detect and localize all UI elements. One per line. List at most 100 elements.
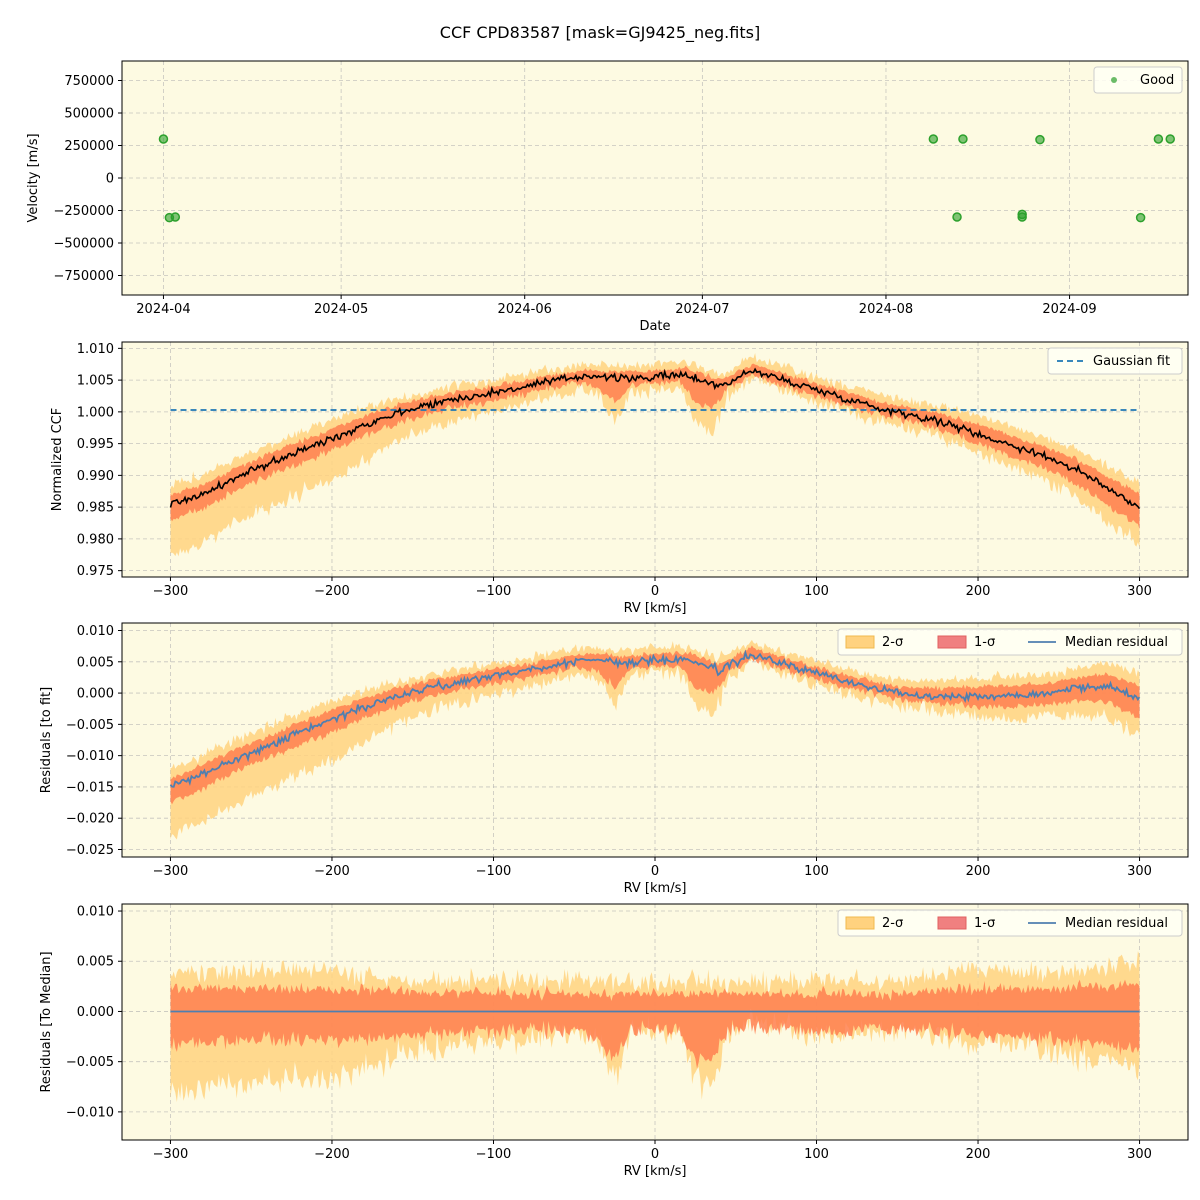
x-tick-label: 0 <box>651 864 659 879</box>
y-tick-label: −0.025 <box>66 843 114 858</box>
one-sigma-band <box>170 979 1140 1069</box>
plot-frame <box>121 60 1189 296</box>
y-axis-label: Residuals [to fit] <box>39 687 54 793</box>
panel-4: −300 −200 −100 0 100 200 300 0.010 0.005 0.000 −0.… <box>39 903 1189 1179</box>
x-tick-label: 300 <box>1127 584 1152 599</box>
y-tick-label: 0.005 <box>77 955 114 970</box>
good-point <box>952 212 962 222</box>
legend-swatch-one-sigma <box>937 635 967 649</box>
legend-label-median: Median residual <box>1065 635 1168 650</box>
y-tick-label: 0.000 <box>77 687 114 702</box>
y-tick-label: 0.995 <box>77 437 114 452</box>
good-point <box>1035 134 1045 145</box>
y-tick-label: 0.000 <box>77 1005 114 1020</box>
y-tick-label: −250000 <box>53 204 114 219</box>
y-tick-label: 1.000 <box>77 405 114 420</box>
y-tick-label: 250000 <box>64 139 114 154</box>
x-tick-label: 100 <box>804 864 829 879</box>
x-tick-label: 0 <box>651 1147 659 1162</box>
legend-swatch-two-sigma <box>845 916 875 930</box>
good-point <box>928 134 939 144</box>
panel-3: −300 −200 −100 0 100 200 300 0.010 0.005 0.000 −0.… <box>39 622 1189 896</box>
legend-box <box>837 909 1183 937</box>
y-tick-label: 750000 <box>64 74 114 89</box>
x-axis-label: Date <box>639 319 670 334</box>
legend-label-good: Good <box>1140 73 1174 88</box>
y-tick-label: 0 <box>106 172 114 187</box>
x-axis-label: RV [km/s] <box>624 881 687 896</box>
median-ccf-line <box>169 367 1141 510</box>
legend-label-one-sigma: 1-σ <box>974 916 995 931</box>
legend-swatch-two-sigma <box>845 635 875 649</box>
x-tick-label: −200 <box>314 864 350 879</box>
x-tick-label: 2024-04 <box>136 302 190 317</box>
good-point <box>158 134 169 144</box>
legend-label-two-sigma: 2-σ <box>882 916 903 931</box>
x-tick-label: 2024-09 <box>1042 302 1096 317</box>
one-sigma-band <box>170 645 1140 805</box>
legend-swatch-one-sigma <box>937 916 967 930</box>
x-tick-label: −100 <box>476 1147 512 1162</box>
y-tick-label: 500000 <box>64 107 114 122</box>
x-tick-label: 100 <box>804 1147 829 1162</box>
good-point <box>958 134 968 144</box>
y-axis-label: Residuals [To Median] <box>39 951 54 1092</box>
legend-box <box>837 628 1183 656</box>
x-axis-label: RV [km/s] <box>624 601 687 616</box>
legend-box <box>1047 347 1183 375</box>
legend: Gaussian fit <box>1047 347 1183 375</box>
y-tick-label: −500000 <box>53 237 114 252</box>
legend-marker-good <box>1111 77 1117 83</box>
x-tick-label: 2024-06 <box>498 302 552 317</box>
x-tick-label: 300 <box>1127 864 1152 879</box>
y-tick-label: 1.005 <box>77 374 114 389</box>
x-tick-label: −100 <box>476 584 512 599</box>
y-tick-label: 0.975 <box>77 564 114 579</box>
panel-1: 2024-04 2024-05 2024-06 2024-07 2024-08 2024-… <box>26 60 1189 334</box>
legend: 2-σ 1-σ Median residual <box>837 909 1183 937</box>
legend-label-one-sigma: 1-σ <box>974 635 995 650</box>
plot-frame <box>121 341 1189 578</box>
y-tick-label: −0.005 <box>66 1055 114 1070</box>
x-tick-label: 2024-05 <box>314 302 368 317</box>
panel-2: −300 −200 −100 0 100 200 300 0.975 0.980 0.985 0.9… <box>50 341 1189 616</box>
legend-label-fit: Gaussian fit <box>1093 354 1170 369</box>
plot-frame <box>121 903 1189 1141</box>
x-tick-label: 300 <box>1127 1147 1152 1162</box>
x-tick-label: 2024-07 <box>675 302 729 317</box>
x-tick-label: 100 <box>804 584 829 599</box>
y-tick-label: 0.010 <box>77 905 114 920</box>
legend-label-two-sigma: 2-σ <box>882 635 903 650</box>
y-tick-label: −0.020 <box>66 812 114 827</box>
legend-box <box>1093 66 1183 94</box>
x-tick-label: −200 <box>314 584 350 599</box>
x-tick-label: −200 <box>314 1147 350 1162</box>
y-tick-label: −0.010 <box>66 1105 114 1120</box>
y-tick-label: −0.015 <box>66 780 114 795</box>
legend: 2-σ 1-σ Median residual <box>837 628 1183 656</box>
one-sigma-band <box>170 363 1140 530</box>
figure-title: CCF CPD83587 [mask=GJ9425_neg.fits] <box>440 23 760 43</box>
y-tick-label: 0.980 <box>77 532 114 547</box>
y-tick-label: −750000 <box>53 269 114 284</box>
y-axis-label: Normalized CCF <box>50 408 65 512</box>
y-tick-label: 1.010 <box>77 342 114 357</box>
y-tick-label: −0.005 <box>66 718 114 733</box>
x-tick-label: 2024-08 <box>859 302 913 317</box>
good-point <box>1017 209 1027 220</box>
y-tick-label: 0.005 <box>77 655 114 670</box>
good-point <box>1165 134 1175 144</box>
x-tick-label: −100 <box>476 864 512 879</box>
x-tick-label: 200 <box>966 864 991 879</box>
good-point <box>170 212 181 222</box>
good-point <box>1135 212 1146 223</box>
good-point <box>1153 134 1164 144</box>
y-axis-label: Velocity [m/s] <box>26 133 41 222</box>
y-tick-label: −0.010 <box>66 749 114 764</box>
x-tick-label: 200 <box>966 584 991 599</box>
y-tick-label: 0.985 <box>77 501 114 516</box>
legend-label-median: Median residual <box>1065 916 1168 931</box>
x-tick-label: −300 <box>153 1147 189 1162</box>
y-tick-label: 0.010 <box>77 624 114 639</box>
